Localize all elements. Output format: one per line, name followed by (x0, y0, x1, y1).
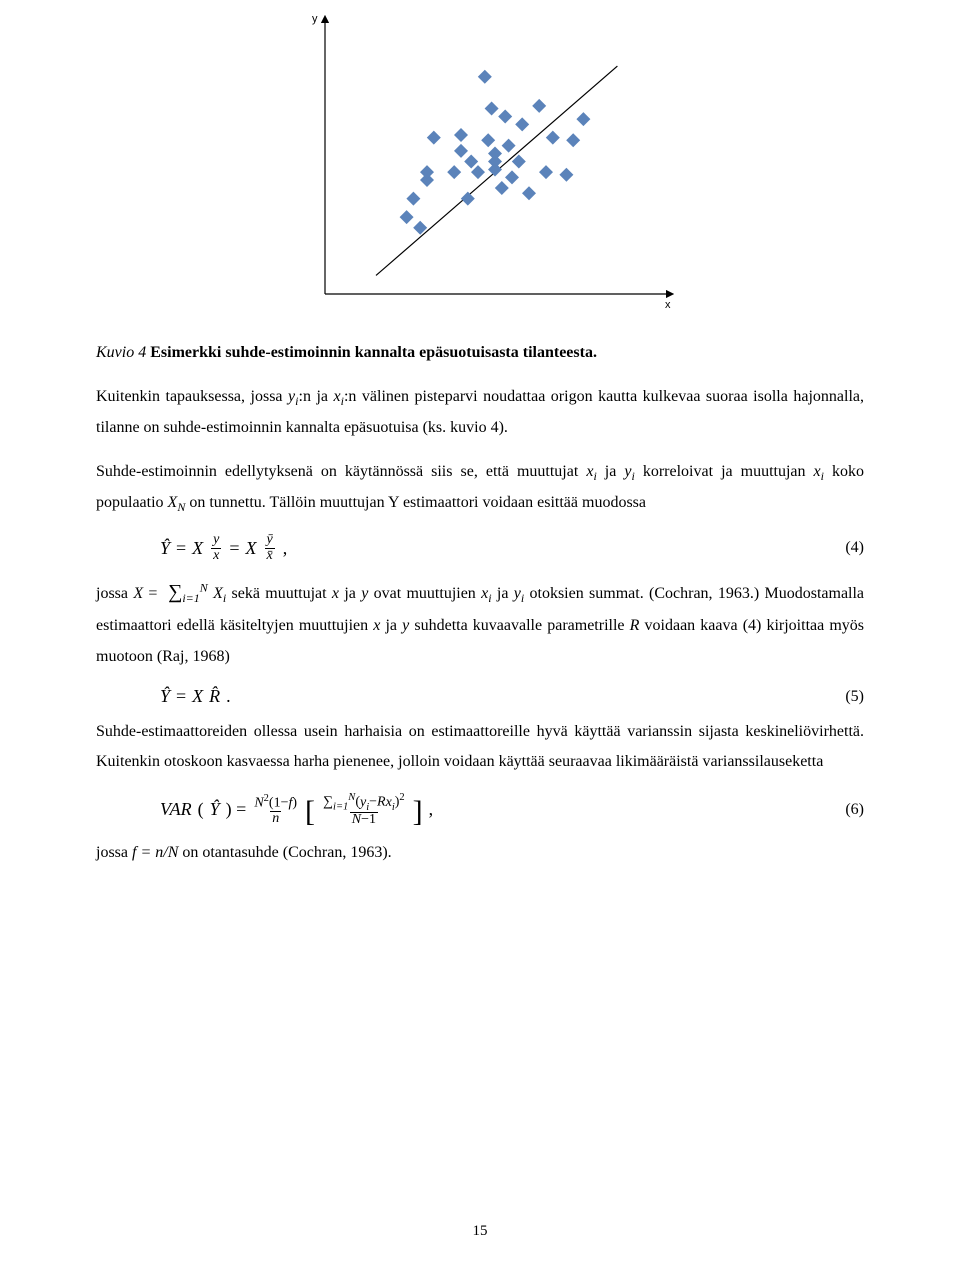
text: on otantasuhde (Cochran, 1963). (178, 844, 391, 861)
text: ovat muuttujien (368, 585, 481, 602)
text: jossa (96, 844, 132, 861)
sym-xi: xi (586, 463, 596, 480)
equation-4-number: (4) (824, 539, 864, 557)
text: suhdetta kuvaavalle parametrille (409, 617, 629, 634)
sym-xi: xi (481, 585, 491, 602)
text: Kuitenkin tapauksessa, jossa (96, 388, 288, 405)
text: ja (597, 463, 625, 480)
text: :n ja (299, 388, 334, 405)
paragraph-5: jossa f = n/N on otantasuhde (Cochran, 1… (96, 838, 864, 868)
figure-caption: Kuvio 4 Esimerkki suhde-estimoinnin kann… (96, 342, 864, 364)
paragraph-4: Suhde-estimaattoreiden ollessa usein har… (96, 717, 864, 778)
chart-bg (270, 4, 690, 314)
sym-R: R (630, 617, 640, 634)
sym-xi: xi (334, 388, 344, 405)
paragraph-3: jossa X = ∑i=1N Xi sekä muuttujat x ja y… (96, 573, 864, 672)
scatter-chart: y x (270, 4, 690, 314)
sym-xi: xi (814, 463, 824, 480)
text: ja (492, 585, 514, 602)
text: on tunnettu. Tällöin muuttujan Y estimaa… (185, 494, 646, 511)
text: sekä muuttujat (226, 585, 332, 602)
sym-x: x (332, 585, 339, 602)
text: korreloivat ja muuttujan (635, 463, 814, 480)
sym-fnN: f = n/N (132, 844, 178, 861)
equation-6-body: VAR(Ŷ) = N2(1−f) n [ ∑i=1N(yi−Rxi)2 N−1 … (160, 792, 824, 828)
paragraph-2: Suhde-estimoinnin edellytyksenä on käytä… (96, 457, 864, 519)
equation-4-body: Ŷ = X yx = X ȳx̄ , (160, 533, 824, 563)
page-number: 15 (0, 1223, 960, 1240)
page: y x Kuvio 4 Esimerkki suhde-estimoinnin … (0, 0, 960, 1262)
sym-yi: yi (514, 585, 524, 602)
equation-5-body: Ŷ = XR̂. (160, 686, 824, 707)
y-axis-label: y (312, 13, 318, 25)
text: jossa (96, 585, 133, 602)
caption-label: Kuvio 4 (96, 344, 150, 361)
text: ja (380, 617, 402, 634)
equation-5-number: (5) (824, 688, 864, 706)
caption-title: Esimerkki suhde-estimoinnin kannalta epä… (150, 344, 597, 361)
x-axis-label: x (665, 299, 671, 311)
text: Suhde-estimoinnin edellytyksenä on käytä… (96, 463, 586, 480)
equation-6: VAR(Ŷ) = N2(1−f) n [ ∑i=1N(yi−Rxi)2 N−1 … (96, 792, 864, 828)
equation-5: Ŷ = XR̂. (5) (96, 686, 864, 707)
scatter-chart-wrap: y x (96, 4, 864, 314)
equation-4: Ŷ = X yx = X ȳx̄ , (4) (96, 533, 864, 563)
sym-XN: XN (168, 494, 186, 511)
equation-6-number: (6) (824, 801, 864, 819)
paragraph-1: Kuitenkin tapauksessa, jossa yi:n ja xi:… (96, 382, 864, 443)
sym-yi: yi (288, 388, 298, 405)
sym-yi: yi (624, 463, 634, 480)
text: ja (339, 585, 361, 602)
